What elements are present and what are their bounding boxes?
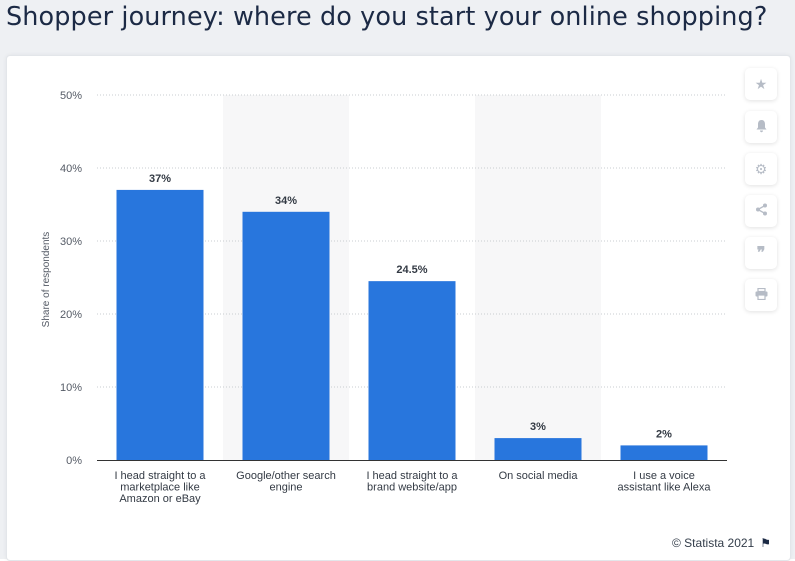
y-tick-label: 20% xyxy=(60,309,82,321)
bar xyxy=(620,445,708,460)
x-tick-label: I use a voice xyxy=(633,470,695,482)
data-label: 34% xyxy=(275,195,297,207)
y-tick-label: 10% xyxy=(60,382,82,394)
x-tick-label: assistant like Alexa xyxy=(618,482,712,494)
x-tick-label: Amazon or eBay xyxy=(119,493,201,505)
x-tick-label: engine xyxy=(269,482,302,494)
star-icon: ★ xyxy=(754,75,768,92)
x-tick-label: brand website/app xyxy=(367,482,457,494)
bar xyxy=(494,438,582,460)
cite-button[interactable]: ❞ xyxy=(745,237,777,269)
y-tick-label: 50% xyxy=(60,90,82,102)
bar xyxy=(116,189,204,460)
share-button[interactable] xyxy=(745,195,777,227)
settings-button[interactable]: ⚙ xyxy=(745,153,777,185)
share-icon xyxy=(755,203,768,219)
y-axis-label: Share of respondents xyxy=(41,232,52,328)
data-label: 37% xyxy=(149,173,171,185)
bar xyxy=(242,211,330,460)
chart-band xyxy=(475,95,601,460)
quote-icon: ❞ xyxy=(756,245,766,262)
notification-button[interactable] xyxy=(745,111,777,143)
y-tick-label: 0% xyxy=(66,455,82,467)
x-tick-label: Google/other search xyxy=(236,470,336,482)
data-label: 2% xyxy=(656,428,672,440)
x-tick-label: I head straight to a xyxy=(114,470,206,482)
print-icon xyxy=(755,287,768,303)
x-tick-label: marketplace like xyxy=(120,482,199,494)
y-tick-label: 30% xyxy=(60,236,82,248)
page-title: Shopper journey: where do you start your… xyxy=(6,2,768,32)
footer: © Statista 2021 ⚑ xyxy=(672,536,771,550)
bar xyxy=(368,281,456,460)
x-tick-label: I head straight to a xyxy=(366,470,458,482)
favorite-button[interactable]: ★ xyxy=(745,68,777,100)
y-tick-label: 40% xyxy=(60,163,82,175)
credit-text[interactable]: © Statista 2021 xyxy=(672,536,755,550)
data-label: 3% xyxy=(530,421,546,433)
gear-icon: ⚙ xyxy=(754,160,768,177)
print-button[interactable] xyxy=(745,279,777,311)
x-tick-label: On social media xyxy=(499,470,579,482)
data-label: 24.5% xyxy=(396,264,427,276)
flag-icon[interactable]: ⚑ xyxy=(760,536,771,550)
bell-icon xyxy=(755,119,768,136)
